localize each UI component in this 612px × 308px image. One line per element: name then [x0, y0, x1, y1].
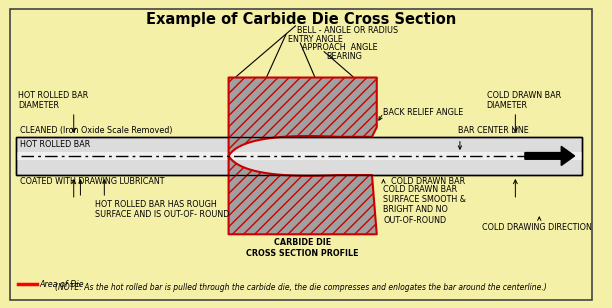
- Polygon shape: [229, 156, 377, 234]
- Text: HOT ROLLED BAR: HOT ROLLED BAR: [20, 140, 91, 149]
- Text: Example of Carbide Die Cross Section: Example of Carbide Die Cross Section: [146, 12, 457, 26]
- Text: BACK RELIEF ANGLE: BACK RELIEF ANGLE: [384, 108, 464, 117]
- Text: (NOTE: As the hot rolled bar is pulled through the carbide die, the die compress: (NOTE: As the hot rolled bar is pulled t…: [55, 283, 547, 292]
- Bar: [17, 152, 582, 160]
- Text: CARBIDE DIE
CROSS SECTION PROFILE: CARBIDE DIE CROSS SECTION PROFILE: [247, 238, 359, 257]
- Text: BEARING: BEARING: [326, 52, 362, 61]
- Text: COLD DRAWN BAR: COLD DRAWN BAR: [391, 177, 465, 186]
- Text: COATED WITH DRAWING LUBRICANT: COATED WITH DRAWING LUBRICANT: [20, 177, 165, 186]
- Text: APPROACH  ANGLE: APPROACH ANGLE: [302, 43, 378, 52]
- Text: BAR CENTER LINE: BAR CENTER LINE: [458, 126, 529, 135]
- Text: ENTRY ANGLE: ENTRY ANGLE: [288, 34, 343, 43]
- Text: COLD DRAWN BAR
DIAMETER: COLD DRAWN BAR DIAMETER: [487, 91, 561, 110]
- Text: HOT ROLLED BAR HAS ROUGH
SURFACE AND IS OUT-OF- ROUND: HOT ROLLED BAR HAS ROUGH SURFACE AND IS …: [95, 200, 229, 219]
- Text: COLD DRAWN BAR
SURFACE SMOOTH &
BRIGHT AND NO
OUT-OF-ROUND: COLD DRAWN BAR SURFACE SMOOTH & BRIGHT A…: [384, 184, 466, 225]
- Bar: [17, 137, 582, 175]
- Text: HOT ROLLED BAR
DIAMETER: HOT ROLLED BAR DIAMETER: [18, 91, 89, 110]
- Text: Area of Die: Area of Die: [39, 279, 84, 289]
- Text: COLD DRAWING DIRECTION: COLD DRAWING DIRECTION: [482, 223, 592, 232]
- Text: CLEANED (Iron Oxide Scale Removed): CLEANED (Iron Oxide Scale Removed): [20, 126, 173, 135]
- Polygon shape: [229, 78, 377, 156]
- Text: BELL - ANGLE OR RADIUS: BELL - ANGLE OR RADIUS: [297, 26, 398, 35]
- Bar: [17, 137, 582, 175]
- Polygon shape: [525, 146, 575, 165]
